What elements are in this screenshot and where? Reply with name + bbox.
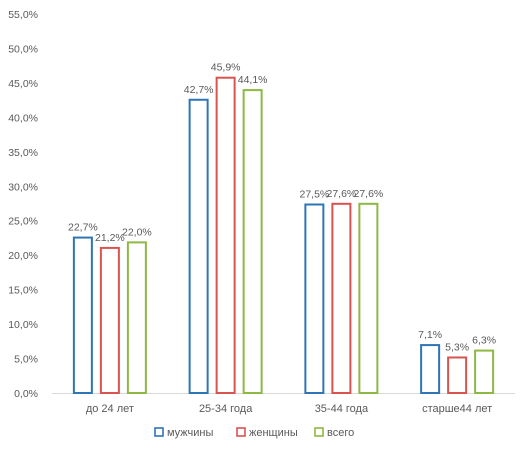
y-tick-label: 45,0% bbox=[8, 78, 38, 90]
data-label: 45,9% bbox=[211, 62, 241, 74]
legend-swatch bbox=[236, 427, 246, 437]
data-label: 6,3% bbox=[472, 335, 496, 347]
bar bbox=[447, 356, 468, 394]
category-label: старше44 лет bbox=[422, 403, 492, 415]
bar bbox=[188, 98, 209, 394]
bar bbox=[242, 89, 263, 395]
data-label: 27,6% bbox=[326, 188, 356, 200]
bar bbox=[331, 202, 352, 394]
bar bbox=[474, 349, 495, 395]
y-tick-label: 5,0% bbox=[14, 354, 38, 366]
y-tick-label: 0,0% bbox=[14, 388, 38, 400]
bar bbox=[126, 241, 147, 394]
bar bbox=[215, 76, 236, 394]
y-tick-label: 35,0% bbox=[8, 147, 38, 159]
bar bbox=[72, 236, 93, 394]
data-label: 21,2% bbox=[95, 232, 125, 244]
legend-swatch bbox=[314, 427, 324, 437]
bar bbox=[304, 203, 325, 394]
y-tick-label: 50,0% bbox=[8, 43, 38, 55]
category-label: до 24 лет bbox=[86, 403, 134, 415]
y-tick-label: 15,0% bbox=[8, 285, 38, 297]
y-tick-label: 55,0% bbox=[8, 9, 38, 21]
legend-label: женщины bbox=[249, 427, 298, 439]
category-label: 25-34 года bbox=[199, 403, 253, 415]
data-label: 5,3% bbox=[445, 341, 469, 353]
data-label: 27,5% bbox=[299, 189, 329, 201]
y-tick-label: 25,0% bbox=[8, 216, 38, 228]
bar bbox=[358, 202, 379, 394]
y-tick-label: 30,0% bbox=[8, 181, 38, 193]
legend-swatch bbox=[154, 427, 164, 437]
y-tick-label: 10,0% bbox=[8, 319, 38, 331]
bar bbox=[420, 344, 441, 395]
legend-label: всего bbox=[327, 427, 354, 439]
legend-label: мужчины bbox=[167, 427, 213, 439]
y-tick-label: 40,0% bbox=[8, 112, 38, 124]
data-label: 22,7% bbox=[68, 222, 98, 234]
y-tick-label: 20,0% bbox=[8, 250, 38, 262]
data-label: 44,1% bbox=[238, 74, 268, 86]
category-label: 35-44 года bbox=[315, 403, 369, 415]
data-label: 22,0% bbox=[122, 226, 152, 238]
data-label: 27,6% bbox=[353, 188, 383, 200]
data-label: 42,7% bbox=[184, 84, 214, 96]
bar bbox=[99, 246, 120, 394]
data-label: 7,1% bbox=[418, 329, 442, 341]
